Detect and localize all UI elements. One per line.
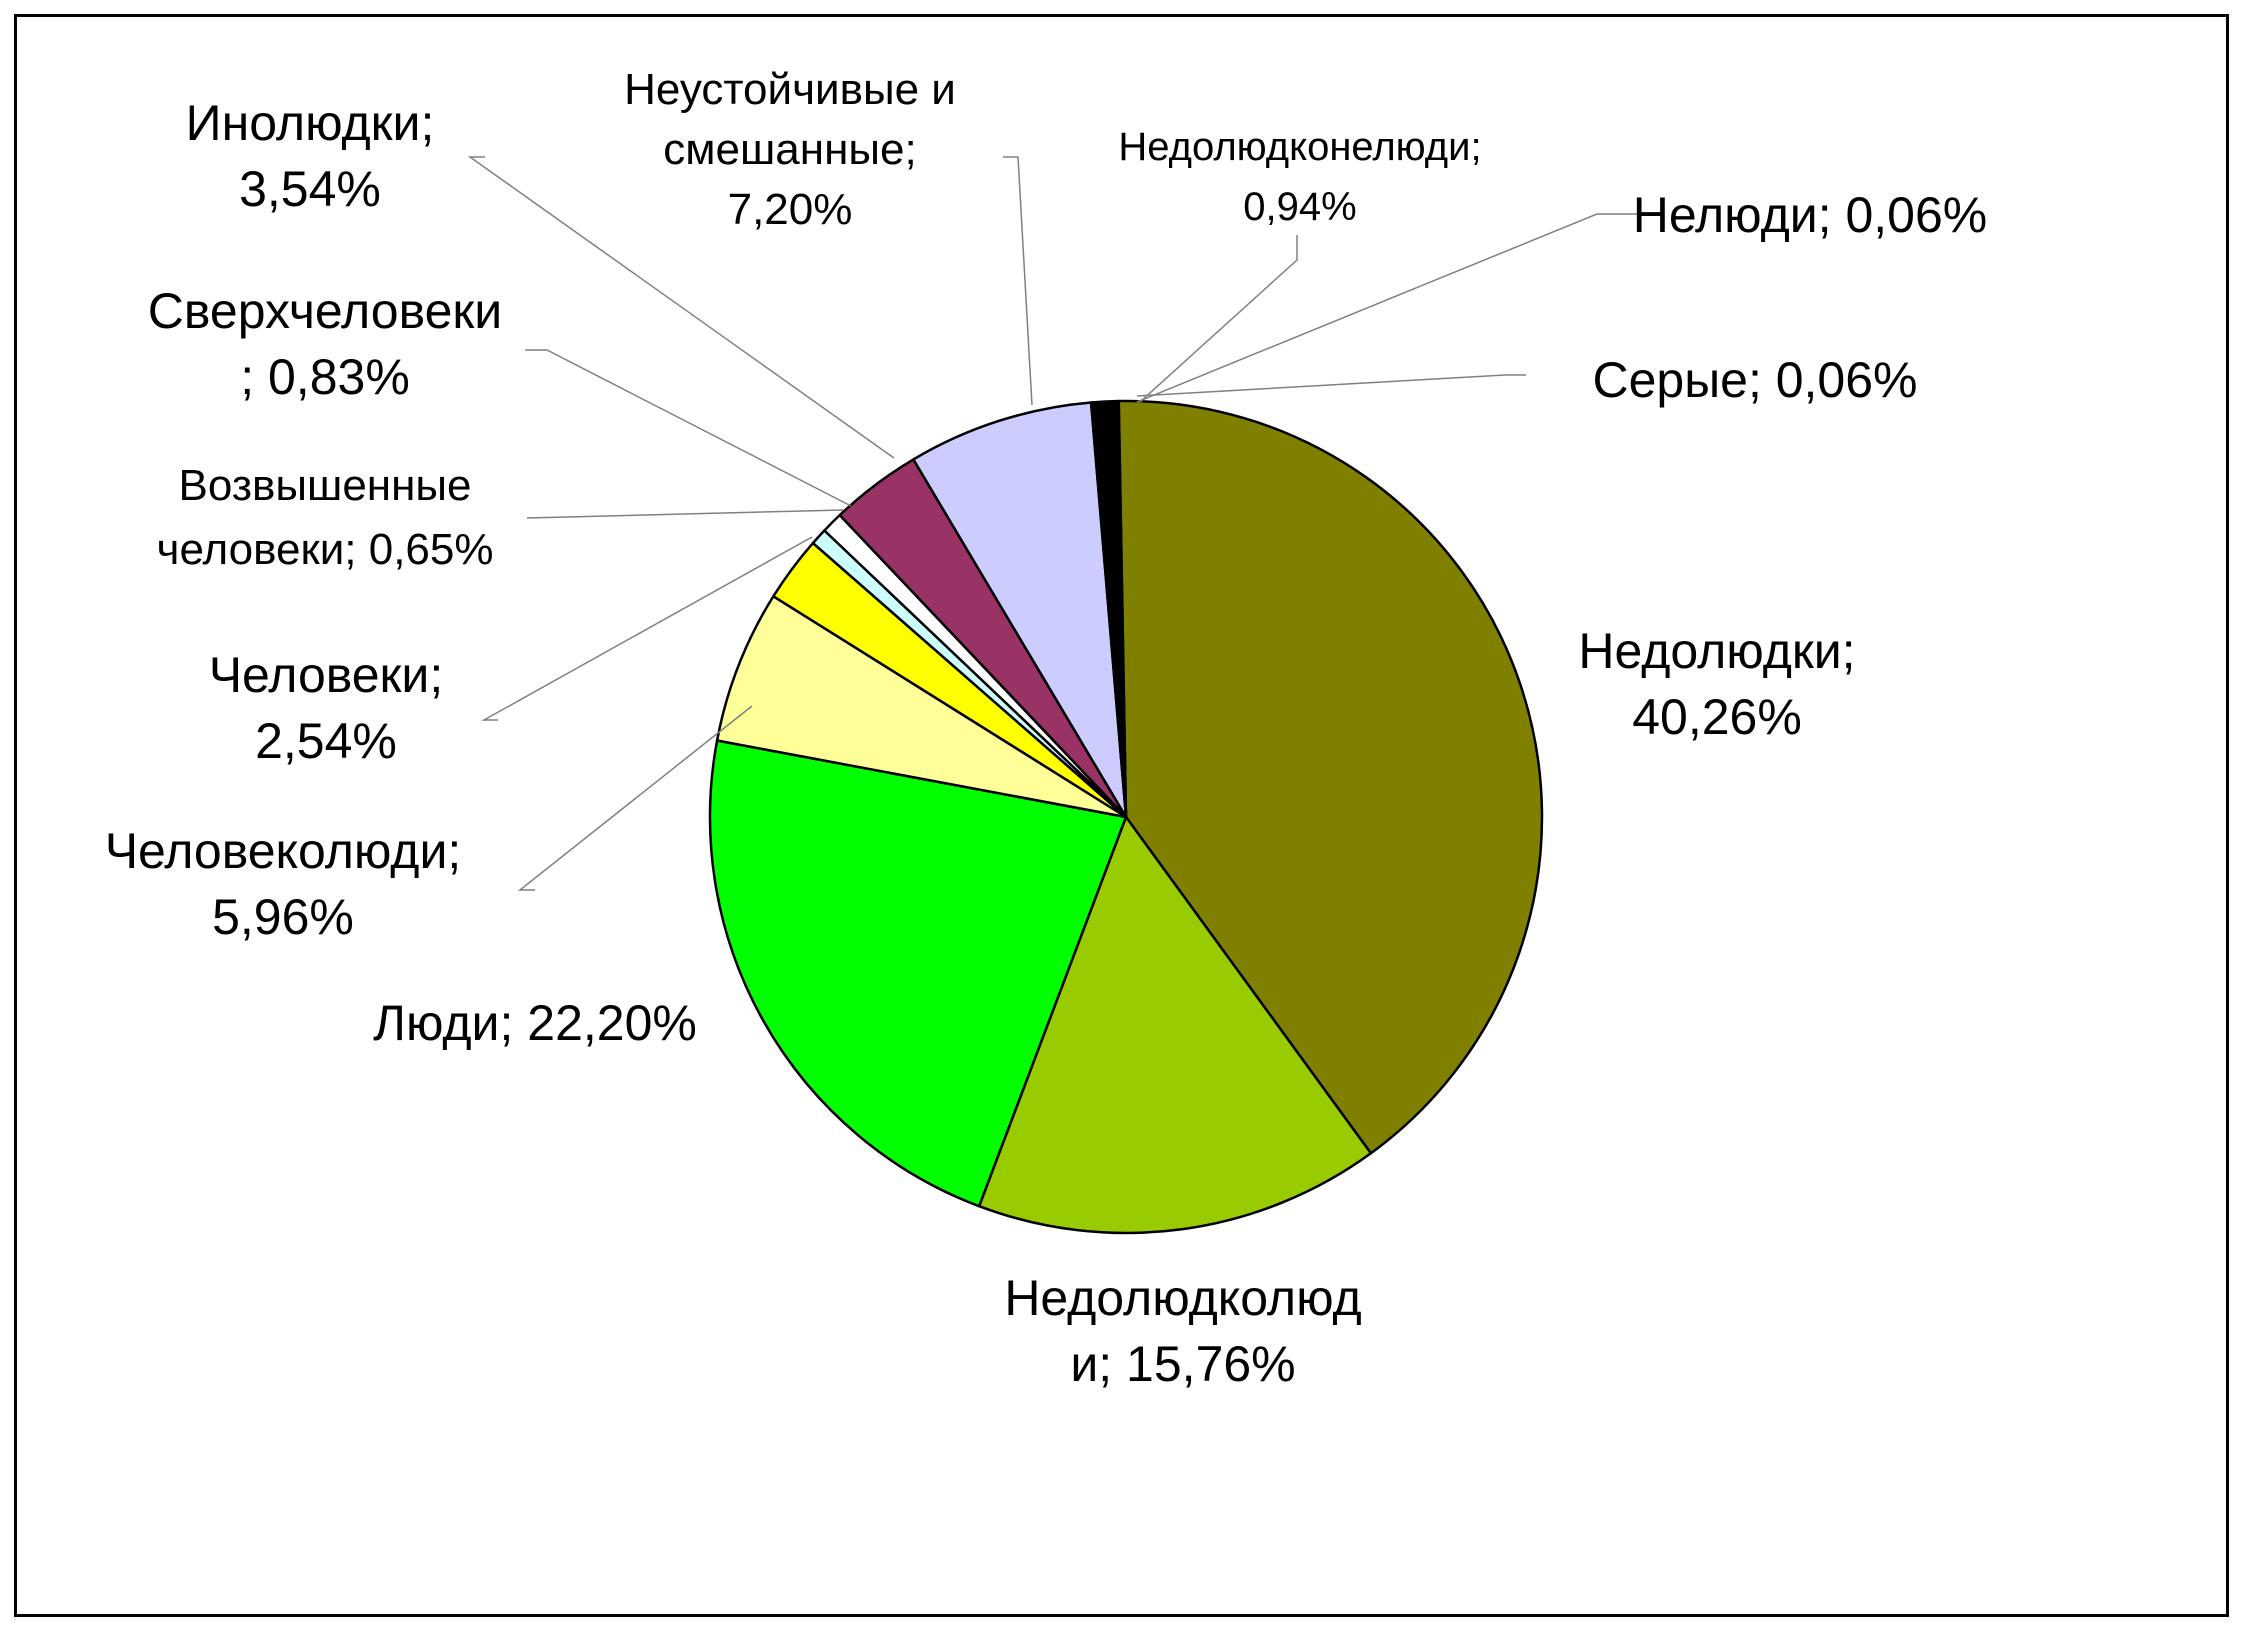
slice-label-line: 5,96% — [212, 889, 354, 945]
pie-slices — [708, 399, 1544, 1235]
slice-label-line: 7,20% — [728, 185, 853, 234]
slice-label-7: Сверхчеловеки ; 0,83% — [148, 283, 502, 405]
slice-label-5: Человеки; 2,54% — [209, 647, 444, 769]
slice-label-line: человеки; 0,65% — [157, 525, 494, 574]
slice-label-1: Недолюдки; 40,26% — [1578, 623, 1855, 745]
slice-label-line: Недолюдколюд — [1004, 1270, 1361, 1326]
slice-label-line: и; 15,76% — [1070, 1336, 1295, 1392]
slice-label-line: Люди; 22,20% — [373, 995, 697, 1051]
leader-line-4 — [517, 705, 753, 891]
leader-lines — [467, 156, 1640, 891]
slice-label-line: 2,54% — [255, 713, 397, 769]
pie-slice-2 — [977, 815, 1373, 1235]
slice-label-12: Серые; 0,06% — [1592, 352, 1917, 408]
slice-label-6: Возвышенные человеки; 0,65% — [157, 461, 494, 574]
slice-label-11: Нелюди; 0,06% — [1633, 187, 1988, 243]
slice-label-line: Возвышенные — [179, 461, 472, 510]
leader-line-10 — [1139, 235, 1298, 403]
slice-label-9: Неустойчивые и смешанные; 7,20% — [624, 65, 956, 234]
slice-label-line: Нелюди; 0,06% — [1633, 187, 1988, 243]
slice-label-line: ; 0,83% — [240, 349, 410, 405]
leader-line-6 — [526, 509, 844, 519]
pie-slice-1 — [1117, 399, 1544, 1155]
slice-label-line: Недолюдконелюди; — [1118, 125, 1481, 169]
leader-line-9 — [1003, 156, 1033, 406]
leader-line-5 — [481, 536, 813, 721]
slice-label-line: 0,94% — [1243, 185, 1356, 229]
slice-label-line: Сверхчеловеки — [148, 283, 502, 339]
pie-slice-4 — [715, 595, 1128, 819]
leader-line-7 — [525, 349, 852, 507]
slice-labels: Недолюдки; 40,26% Недолюдколюд и; 15,76% Люд… — [105, 65, 1988, 1392]
slice-label-line: Неустойчивые и — [624, 65, 956, 114]
slice-label-4: Человеколюди; 5,96% — [105, 823, 462, 945]
slice-label-line: 3,54% — [239, 161, 381, 217]
leader-line-11 — [1136, 213, 1640, 403]
slice-label-line: Инолюдки; — [186, 95, 435, 151]
slice-label-line: 40,26% — [1632, 689, 1802, 745]
slice-label-line: Человеки; — [209, 647, 444, 703]
pie-slice-3 — [708, 739, 1128, 1208]
pie-slice-9 — [912, 401, 1128, 819]
pie-slice-12 — [1115, 399, 1128, 819]
slice-label-line: Недолюдки; — [1578, 623, 1855, 679]
slice-label-8: Инолюдки; 3,54% — [186, 95, 435, 217]
slice-label-line: Человеколюди; — [105, 823, 462, 879]
slice-label-line: Серые; 0,06% — [1592, 352, 1917, 408]
slice-label-3: Люди; 22,20% — [373, 995, 697, 1051]
slice-label-2: Недолюдколюд и; 15,76% — [1004, 1270, 1361, 1392]
slice-label-10: Недолюдконелюди; 0,94% — [1118, 125, 1481, 229]
leader-line-12 — [1136, 374, 1526, 397]
slice-label-line: смешанные; — [663, 125, 916, 174]
leader-line-8 — [467, 156, 895, 459]
